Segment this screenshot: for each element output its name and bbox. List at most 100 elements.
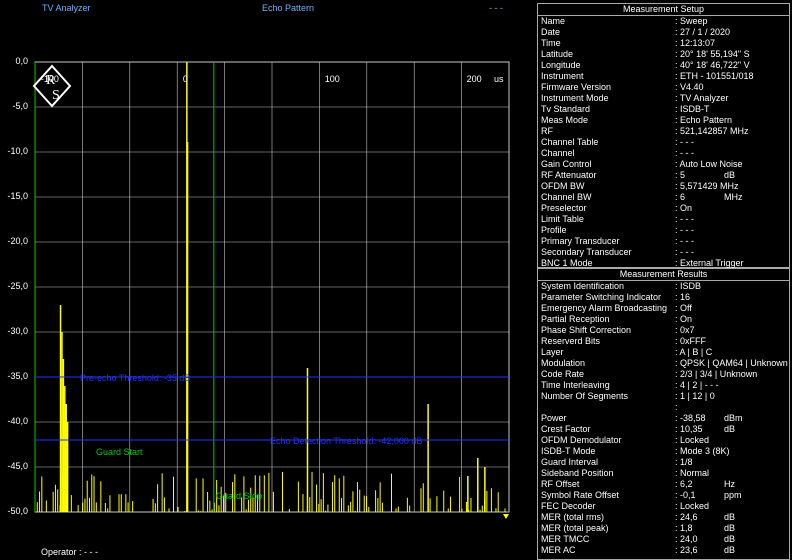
results-row-value: : 6,2 [675, 479, 693, 489]
y-tick-label: -5,0 [12, 101, 28, 111]
results-row-label: Code Rate [541, 369, 585, 379]
results-row-unit: dB [724, 534, 736, 544]
results-row-value: : 23,6 [675, 545, 698, 555]
setup-row-label: RF [541, 126, 553, 136]
pre-echo-threshold-label: Pre-echo Threshold: -35 dB [80, 373, 191, 383]
setup-row-label: Time [541, 38, 561, 48]
x-tick-label: 200 [466, 74, 482, 84]
results-row-value: : A | B | C [675, 347, 713, 357]
measurement-results-title: Measurement Results [538, 269, 789, 281]
setup-row-label: BNC 1 Mode [541, 258, 593, 268]
results-row-value: : Normal [675, 468, 710, 478]
setup-row-label: Limit Table [541, 214, 584, 224]
y-tick-label: -35,0 [7, 371, 28, 381]
results-row-value: : -0,1 [675, 490, 696, 500]
results-row-value: : [675, 402, 678, 412]
setup-row-value: : 40° 18' 46,722" V [675, 60, 750, 70]
setup-row-value: : 5,571429 MHz [675, 181, 739, 191]
y-tick-label: -50,0 [7, 506, 28, 516]
results-row-label: MER (total peak) [541, 523, 609, 533]
marker-triangle [503, 514, 509, 519]
setup-row-label: OFDM BW [541, 181, 585, 191]
x-tick-label: 100 [324, 74, 340, 84]
results-row-value: : 16 [675, 292, 691, 302]
y-tick-label: -25,0 [7, 281, 28, 291]
results-row-value: : 0x7 [675, 325, 695, 335]
setup-row-label: RF Attenuator [541, 170, 597, 180]
x-unit-label: us [494, 74, 504, 84]
setup-row-label: Gain Control [541, 159, 592, 169]
setup-row-label: Meas Mode [541, 115, 589, 125]
results-row-value: : 4 | 2 | - - - [675, 380, 719, 390]
setup-row-value: : Auto Low Noise [675, 159, 743, 169]
x-tick-label: -100 [40, 74, 59, 84]
setup-row-label: Firmware Version [541, 82, 612, 92]
results-row-value: : 24,0 [675, 534, 698, 544]
setup-row-value: : Sweep [675, 16, 708, 26]
results-row-unit: dB [724, 545, 736, 555]
setup-row-value: : 5 [675, 170, 686, 180]
results-row-value: : 2/3 | 3/4 | Unknown [675, 369, 758, 379]
results-row-label: Layer [541, 347, 564, 357]
setup-row-label: Channel Table [541, 137, 599, 147]
rohde-schwarz-logo: R S [32, 64, 72, 108]
results-row-unit: dB [724, 523, 736, 533]
results-row-label: Crest Factor [541, 424, 591, 434]
results-row-label: Parameter Switching Indicator [541, 292, 662, 302]
results-row-value: : 1,8 [675, 523, 693, 533]
y-tick-label: -15,0 [7, 191, 28, 201]
results-row-label: Emergency Alarm Broadcasting [541, 303, 668, 313]
echo-threshold-label: Echo Detection Threshold: -42,000 dB [270, 436, 423, 446]
setup-row-value: : TV Analyzer [675, 93, 729, 103]
measurement-setup-panel: Measurement Setup Name: Sweep Date: 27 / … [537, 3, 790, 268]
results-row-label: Time Interleaving [541, 380, 610, 390]
results-row-label: Guard Interval [541, 457, 599, 467]
results-row-value: : ISDB [675, 281, 702, 291]
results-row-label: FEC Decoder [541, 501, 596, 511]
results-row-label: Power [541, 413, 567, 423]
setup-row-label: Tv Standard [541, 104, 591, 114]
setup-row-label: Preselector [541, 203, 587, 213]
measurement-results-panel: Measurement Results System Identificatio… [537, 268, 790, 560]
setup-row-value: : 27 / 1 / 2020 [675, 27, 731, 37]
setup-row-label: Channel BW [541, 192, 592, 202]
results-row-value: : 1 | 12 | 0 [675, 391, 715, 401]
results-row-label: MER TMCC [541, 534, 590, 544]
setup-row-label: Primary Transducer [541, 236, 620, 246]
setup-row-value: : On [675, 203, 693, 213]
setup-row-label: Longitude [541, 60, 581, 70]
setup-row-label: Profile [541, 225, 567, 235]
results-row-value: : On [675, 314, 693, 324]
setup-row-value: : 12:13:07 [675, 38, 716, 48]
x-tick-label: 0 [182, 74, 188, 84]
y-tick-label: -40,0 [7, 416, 28, 426]
results-row-value: : QPSK | QAM64 | Unknown [675, 358, 788, 368]
operator-label: Operator : - - - [41, 547, 99, 557]
results-row-value: : Mode 3 (8K) [675, 446, 730, 456]
results-row-label: RF Offset [541, 479, 580, 489]
results-row-label: MER AC [541, 545, 576, 555]
plot-area: R S [32, 61, 510, 519]
setup-row-value: : - - - [675, 247, 694, 257]
y-tick-label: -10,0 [7, 146, 28, 156]
setup-row-unit: dB [724, 170, 736, 180]
results-row-unit: ppm [724, 490, 742, 500]
results-row-label: OFDM Demodulator [541, 435, 622, 445]
setup-row-value: : - - - [675, 225, 694, 235]
setup-row-value: : External Trigger [675, 258, 744, 268]
results-row-value: : 1/8 [675, 457, 693, 467]
results-row-unit: dB [724, 512, 736, 522]
setup-row-value: : - - - [675, 148, 694, 158]
results-row-label: Phase Shift Correction [541, 325, 632, 335]
results-row-unit: Hz [724, 479, 735, 489]
results-row-label: Number Of Segments [541, 391, 629, 401]
y-tick-label: -45,0 [7, 461, 28, 471]
results-row-label: Symbol Rate Offset [541, 490, 619, 500]
setup-row-value: : 20° 18' 55,194" S [675, 49, 750, 59]
y-tick-label: 0,0 [15, 56, 28, 66]
setup-row-value: : - - - [675, 137, 694, 147]
setup-row-value: : 521,142857 MHz [675, 126, 749, 136]
setup-row-label: Instrument Mode [541, 93, 609, 103]
results-row-value: : Locked [675, 501, 710, 511]
results-row-unit: dB [724, 424, 736, 434]
